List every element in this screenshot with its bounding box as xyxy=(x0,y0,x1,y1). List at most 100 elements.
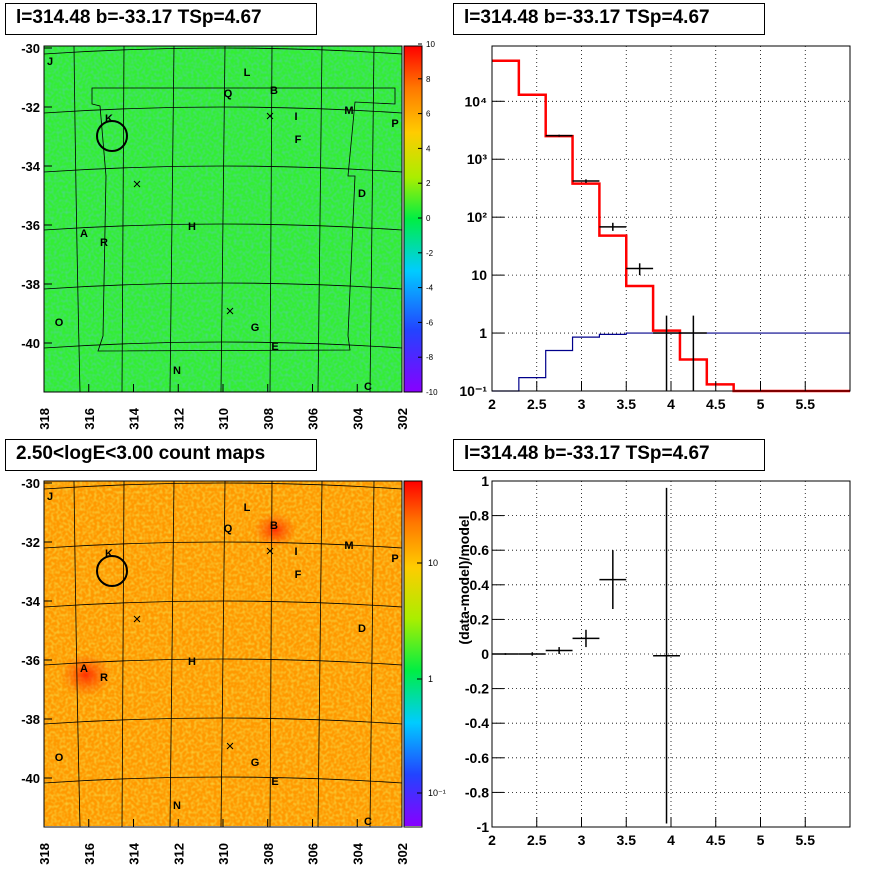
marker-cross xyxy=(266,112,274,120)
colorbar-tick-label: 0 xyxy=(426,214,431,223)
y-tick-label: 0.6 xyxy=(470,542,490,558)
x-tick-label: 318 xyxy=(37,408,52,430)
parallel-line xyxy=(43,717,403,725)
source-label: H xyxy=(188,221,196,233)
residual-chart: 2 2.5 3 3.5 4 4.5 5 5.5 1 0.8 0.6 0.4 0.2 0 -0.2 -0.4 -0… xyxy=(456,473,851,848)
y-tick-label: -0.6 xyxy=(465,750,489,766)
source-label: L xyxy=(244,502,251,514)
x-tick-label: 4 xyxy=(667,832,675,848)
meridian-line xyxy=(121,480,125,828)
x-tick-label: 3.5 xyxy=(617,832,637,848)
colorbar-frame xyxy=(403,480,423,828)
title-bottom-left: 2.50<logE<3.00 count maps xyxy=(5,439,317,471)
source-label: B xyxy=(270,520,278,532)
colorbar-tick-label: -10 xyxy=(426,388,438,397)
x-tick-label: 5 xyxy=(757,832,765,848)
target-circle xyxy=(96,555,128,587)
source-label: P xyxy=(391,118,398,130)
parallel-line xyxy=(43,658,403,666)
y-tick-label: 10 xyxy=(471,267,487,283)
x-tick-label: 312 xyxy=(171,843,186,865)
marker-cross xyxy=(226,742,234,750)
x-tick-label: 308 xyxy=(261,408,276,430)
residual-map-panel: J LQ B I M P K F D AR H O GE N C 318 316 314 312 310 308 306… xyxy=(21,40,438,430)
y-tick-label: 10³ xyxy=(467,151,488,167)
residual-colorbar xyxy=(404,46,422,392)
x-tick-label: 306 xyxy=(306,408,321,430)
x-tick-label: 310 xyxy=(216,408,231,430)
y-tick-label: -30 xyxy=(21,476,40,491)
x-tick-label: 2.5 xyxy=(527,396,547,412)
source-label: G xyxy=(251,322,260,334)
y-tick-label: -40 xyxy=(21,336,40,351)
meridian-line xyxy=(73,45,81,393)
colorbar-tick-label: 1 xyxy=(428,674,433,684)
colorbar-tick-label: 6 xyxy=(426,110,431,119)
x-tick-label: 5 xyxy=(757,396,765,412)
x-tick-label: 4 xyxy=(667,396,675,412)
source-label: J xyxy=(47,56,53,68)
y-tick-label: 0 xyxy=(481,646,489,662)
source-label: A xyxy=(80,228,88,240)
y-tick-label: -30 xyxy=(21,41,40,56)
x-tick-label: 5.5 xyxy=(796,832,816,848)
x-tick-label: 4.5 xyxy=(706,396,726,412)
meridian-line xyxy=(169,45,175,393)
x-tick-label: 3.5 xyxy=(617,396,637,412)
source-label: E xyxy=(271,341,278,353)
hotspot-b xyxy=(253,512,297,548)
x-tick-label: 4.5 xyxy=(706,832,726,848)
y-tick-label: 10⁻¹ xyxy=(459,383,487,399)
y-tick-label: -32 xyxy=(21,100,40,115)
x-tick-label: 304 xyxy=(350,407,365,429)
y-tick-label: -34 xyxy=(21,159,41,174)
source-label: H xyxy=(188,656,196,668)
roi-outline xyxy=(91,87,396,352)
parallel-line xyxy=(43,106,403,114)
meridian-line xyxy=(220,45,226,393)
source-label: A xyxy=(80,663,88,675)
colorbar-tick-label: 4 xyxy=(426,144,431,153)
y-tick-label: -0.2 xyxy=(465,681,489,697)
y-tick-label: 10⁴ xyxy=(465,93,488,109)
y-tick-label: -36 xyxy=(21,218,40,233)
colorbar-tick-label: 10 xyxy=(428,558,438,568)
x-tick-label: 302 xyxy=(395,843,410,865)
parallel-line xyxy=(43,223,403,231)
x-tick-label: 2 xyxy=(488,396,496,412)
colorbar-tick-label: -2 xyxy=(426,249,434,258)
hotspot-a xyxy=(60,653,112,697)
y-axis-label: (data-model)/model xyxy=(456,515,472,644)
x-tick-label: 316 xyxy=(82,408,97,430)
source-label: P xyxy=(391,553,398,565)
source-label: M xyxy=(344,540,353,552)
y-tick-label: 0.8 xyxy=(470,508,490,524)
x-tick-label: 308 xyxy=(261,843,276,865)
marker-cross xyxy=(133,180,141,188)
y-tick-label: -34 xyxy=(21,594,41,609)
target-circle xyxy=(96,120,128,152)
parallel-line xyxy=(43,282,403,290)
parallel-line xyxy=(43,776,403,784)
count-map-panel: J LQ B I M P K F D AR H O GE N C 318 316 314 312 310 308 306… xyxy=(21,476,446,865)
meridian-line xyxy=(317,480,323,828)
source-label: C xyxy=(364,381,372,393)
y-tick-label: 0.2 xyxy=(470,611,490,627)
x-tick-label: 304 xyxy=(350,842,365,864)
source-label: R xyxy=(100,672,108,684)
count-colorbar xyxy=(404,481,422,826)
meridian-line xyxy=(269,480,273,828)
source-label: K xyxy=(105,548,113,560)
parallel-line xyxy=(43,541,403,549)
x-tick-label: 316 xyxy=(82,843,97,865)
colorbar-frame xyxy=(403,45,423,393)
x-tick-label: 312 xyxy=(171,408,186,430)
marker-cross xyxy=(266,547,274,555)
x-tick-label: 2 xyxy=(488,832,496,848)
x-tick-label: 3 xyxy=(578,832,586,848)
y-tick-label: -32 xyxy=(21,535,40,550)
source-label: I xyxy=(294,546,297,558)
meridian-line xyxy=(220,480,226,828)
x-tick-label: 5.5 xyxy=(796,396,816,412)
